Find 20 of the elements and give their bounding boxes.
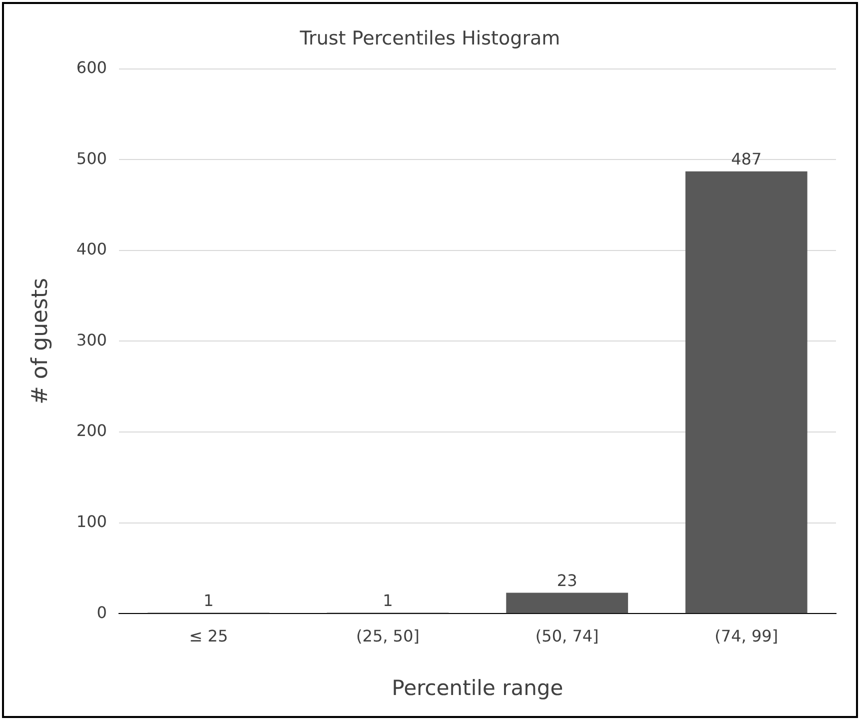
y-tick-label: 200: [76, 421, 107, 440]
data-label: 1: [203, 590, 214, 610]
bar: [685, 171, 808, 614]
bar: [506, 592, 628, 614]
y-tick-label: 600: [76, 58, 107, 77]
x-tick-label: ≤ 25: [189, 626, 228, 646]
data-label: 1: [382, 590, 393, 610]
y-tick-label: 500: [76, 148, 107, 168]
y-tick-label: 0: [96, 602, 107, 622]
x-axis-title: Percentile range: [392, 676, 564, 700]
y-tick-label: 400: [76, 240, 107, 259]
data-label: 487: [731, 150, 762, 169]
data-label: 23: [556, 570, 578, 590]
x-tick-label: (50, 74]: [535, 626, 599, 646]
y-axis-title: # of guests: [28, 278, 53, 405]
y-tick-label: 100: [76, 512, 107, 531]
chart-title: Trust Percentiles Histogram: [298, 27, 560, 50]
y-tick-label: 300: [76, 330, 107, 350]
x-tick-label: (74, 99]: [714, 626, 778, 646]
x-tick-label: (25, 50]: [356, 626, 420, 646]
